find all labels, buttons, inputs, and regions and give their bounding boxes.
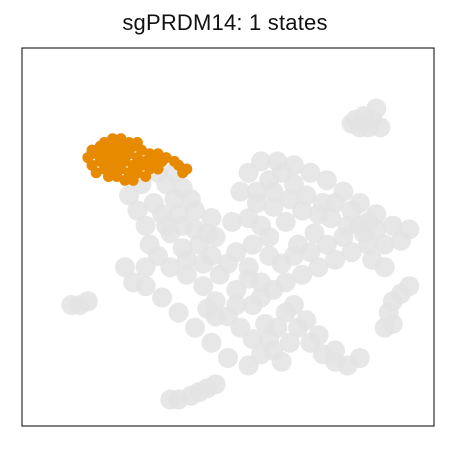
highlighted-cell-point: [127, 174, 139, 186]
background-cell-point: [222, 211, 243, 232]
background-cell-point: [283, 245, 304, 266]
background-cell-point: [296, 310, 317, 331]
background-cell-point: [333, 227, 354, 247]
background-cell-point: [341, 113, 362, 134]
background-cell-point: [226, 295, 247, 315]
background-cell-point: [176, 249, 197, 270]
background-cell-point: [172, 177, 193, 198]
background-cell-point: [300, 242, 321, 263]
highlighted-state-layer: [82, 133, 193, 186]
background-cell-point: [123, 272, 144, 293]
background-cell-point: [242, 329, 263, 350]
highlighted-cell-point: [119, 174, 131, 186]
background-cell-point: [271, 351, 292, 372]
plot-frame: [21, 47, 435, 427]
background-cell-point: [127, 200, 148, 221]
background-cell-point: [251, 287, 271, 308]
background-cell-point: [135, 257, 156, 278]
background-cell-point: [374, 257, 395, 278]
background-cell-point: [341, 242, 362, 263]
background-cell-point: [279, 332, 300, 353]
background-cell-point: [399, 219, 420, 240]
chart-title: sgPRDM14: 1 states: [122, 10, 328, 35]
background-cell-point: [238, 268, 259, 289]
background-cell-point: [292, 264, 313, 285]
background-cell-point: [267, 317, 288, 338]
background-cell-point: [325, 249, 346, 270]
background-cell-point: [308, 204, 329, 225]
background-cell-point: [230, 181, 251, 202]
background-cell-point: [325, 340, 346, 361]
background-cell-point: [119, 185, 140, 206]
highlighted-cell-point: [152, 163, 164, 175]
background-cells-layer: [61, 98, 420, 410]
background-cell-point: [135, 215, 156, 236]
highlighted-cell-point: [90, 144, 102, 156]
highlighted-cell-point: [103, 171, 114, 182]
background-cell-point: [399, 276, 420, 297]
background-cell-point: [358, 211, 379, 232]
background-cell-point: [271, 162, 292, 183]
background-cell-point: [185, 317, 205, 338]
background-cell-point: [308, 257, 329, 278]
background-cell-point: [238, 355, 259, 376]
background-cell-point: [292, 200, 313, 221]
background-cell-point: [168, 302, 189, 323]
highlighted-cell-point: [90, 167, 102, 179]
background-cell-point: [251, 215, 271, 236]
highlighted-cell-point: [98, 137, 110, 148]
background-cell-point: [325, 193, 346, 213]
background-cell-point: [201, 208, 222, 229]
background-cell-point: [205, 374, 226, 395]
highlighted-cell-point: [181, 163, 193, 175]
background-cell-point: [275, 272, 296, 293]
highlighted-cell-point: [111, 171, 123, 182]
background-cell-point: [172, 215, 193, 236]
background-cell-point: [374, 234, 395, 255]
background-cell-point: [201, 332, 222, 353]
background-cell-point: [283, 295, 304, 315]
background-cell-point: [197, 223, 218, 244]
background-cell-point: [374, 317, 395, 338]
background-cell-point: [300, 162, 321, 183]
background-cell-point: [308, 325, 329, 346]
highlighted-cell-point: [115, 133, 127, 145]
background-cell-point: [176, 264, 197, 285]
highlighted-cell-point: [131, 137, 143, 148]
background-cell-point: [143, 193, 164, 213]
highlighted-cell-point: [140, 171, 152, 182]
background-cell-point: [218, 253, 238, 274]
background-cell-point: [263, 181, 284, 202]
background-cell-point: [152, 287, 173, 308]
highlighted-cell-point: [123, 137, 135, 148]
background-cell-point: [242, 234, 263, 255]
background-cell-point: [218, 348, 238, 368]
background-cell-point: [382, 215, 403, 236]
background-cell-point: [115, 257, 135, 278]
background-cell-point: [168, 389, 189, 410]
background-cell-point: [341, 200, 362, 221]
background-cell-point: [139, 234, 160, 255]
background-cell-point: [201, 245, 222, 266]
background-cell-point: [238, 162, 259, 183]
highlighted-cell-point: [107, 133, 119, 145]
background-cell-point: [275, 211, 296, 232]
background-cell-point: [205, 306, 226, 327]
background-cell-point: [349, 348, 370, 368]
background-cell-point: [246, 193, 267, 213]
background-cell-point: [156, 215, 177, 236]
background-cell-point: [263, 196, 284, 217]
background-cell-point: [366, 98, 387, 119]
background-cell-point: [77, 291, 98, 312]
background-cell-point: [193, 276, 214, 297]
background-cell-point: [316, 234, 337, 255]
background-cell-point: [316, 170, 337, 191]
